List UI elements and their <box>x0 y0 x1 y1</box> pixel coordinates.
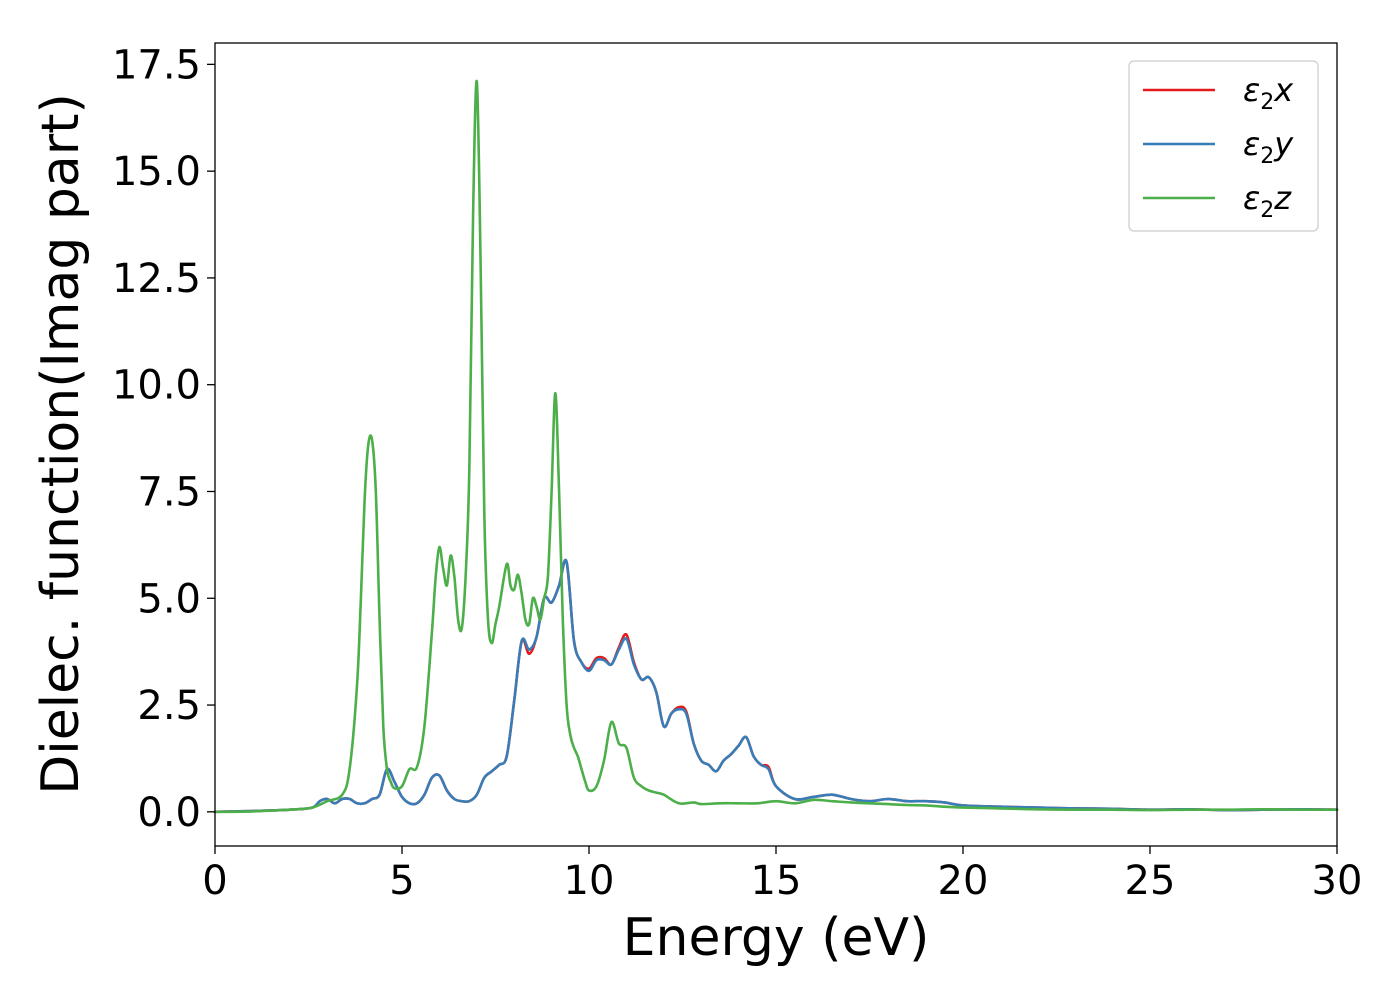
x-tick-label: 20 <box>938 858 989 904</box>
series-line-x <box>213 558 1339 814</box>
series-line-z <box>213 79 1339 814</box>
x-tick-label: 5 <box>389 858 414 904</box>
legend: ε2x ε2y ε2z <box>1128 60 1319 232</box>
y-axis: 0.0 2.5 5.0 7.5 10.0 12.5 15.0 17.5 <box>112 42 215 836</box>
x-tick-label: 30 <box>1312 858 1363 904</box>
y-tick-label: 10.0 <box>112 363 201 409</box>
x-axis: 0 5 10 15 20 25 30 <box>202 846 1362 904</box>
y-tick-label: 2.5 <box>137 683 201 729</box>
y-tick-label: 15.0 <box>112 149 201 195</box>
x-tick-label: 10 <box>564 858 615 904</box>
y-axis-label: Dielec. function(Imag part) <box>31 93 91 795</box>
plot-area <box>213 79 1339 814</box>
legend-label-x: ε2x <box>1243 71 1294 115</box>
legend-frame <box>1128 60 1319 232</box>
y-tick-label: 0.0 <box>137 790 201 836</box>
legend-label-y: ε2y <box>1243 125 1294 169</box>
y-tick-label: 12.5 <box>112 256 201 302</box>
x-tick-label: 25 <box>1125 858 1176 904</box>
legend-label-z: ε2z <box>1243 179 1292 223</box>
x-tick-label: 15 <box>751 858 802 904</box>
series-line-y <box>213 558 1339 814</box>
x-axis-label: Energy (eV) <box>623 908 930 968</box>
y-tick-label: 5.0 <box>137 576 201 622</box>
y-tick-label: 17.5 <box>112 42 201 88</box>
x-tick-label: 0 <box>202 858 227 904</box>
y-tick-label: 7.5 <box>137 469 201 515</box>
